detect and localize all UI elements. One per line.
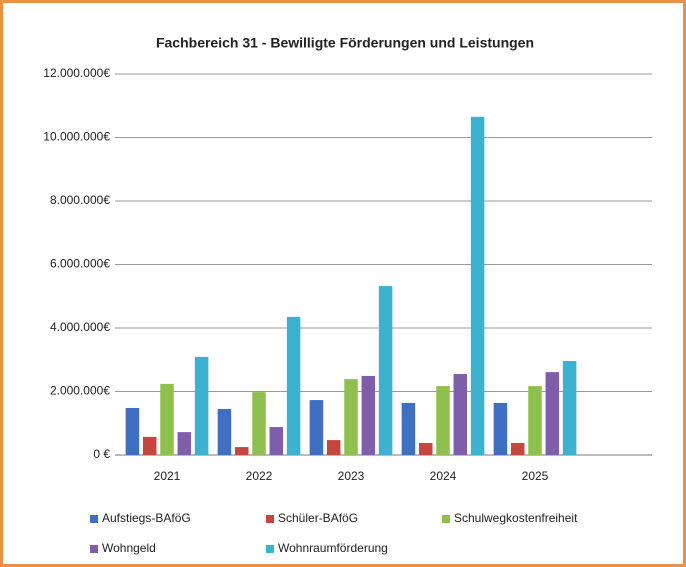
bar	[361, 375, 376, 455]
bar	[418, 442, 433, 455]
bar	[453, 374, 468, 455]
legend-swatch	[442, 515, 450, 523]
bar	[344, 379, 358, 455]
y-tick-label: 10.000.000€	[43, 130, 110, 144]
bar	[234, 447, 249, 455]
legend-swatch	[266, 515, 274, 523]
y-tick-label: 2.000.000€	[50, 384, 110, 398]
x-tick-label: 2025	[522, 469, 549, 483]
bar	[436, 386, 450, 455]
legend-label: Aufstiegs-BAföG	[102, 511, 191, 525]
bar	[401, 402, 416, 455]
bar	[194, 356, 209, 455]
legend-label: Wohngeld	[102, 541, 156, 555]
y-tick-label: 6.000.000€	[50, 257, 110, 271]
legend-swatch	[266, 545, 274, 553]
bar	[217, 408, 232, 455]
legend-label: Wohnraumförderung	[278, 541, 388, 555]
legend-swatch	[90, 515, 98, 523]
y-tick-label: 12.000.000€	[43, 66, 110, 80]
bar	[545, 372, 560, 455]
x-tick-label: 2022	[246, 469, 273, 483]
bar	[252, 392, 266, 455]
legend-label: Schulwegkostenfreiheit	[454, 511, 578, 525]
bar	[125, 408, 140, 455]
legend-swatch	[90, 545, 98, 553]
x-tick-label: 2024	[430, 469, 457, 483]
bar	[493, 402, 508, 455]
bar	[269, 427, 284, 455]
bar	[326, 440, 341, 455]
y-tick-label: 4.000.000€	[50, 320, 110, 334]
bar	[286, 316, 301, 455]
bar	[142, 436, 157, 455]
bar	[378, 286, 393, 455]
y-tick-label: 0 €	[93, 447, 110, 461]
x-tick-label: 2023	[338, 469, 365, 483]
chart-title: Fachbereich 31 - Bewilligte Förderungen …	[156, 35, 534, 51]
bar	[309, 400, 324, 455]
bar	[177, 432, 192, 455]
bar	[510, 442, 525, 455]
bar	[562, 361, 577, 455]
bar	[160, 383, 174, 455]
bar	[528, 386, 542, 455]
x-tick-label: 2021	[154, 469, 181, 483]
bar	[470, 116, 485, 456]
legend-label: Schüler-BAföG	[278, 511, 358, 525]
y-tick-label: 8.000.000€	[50, 193, 110, 207]
